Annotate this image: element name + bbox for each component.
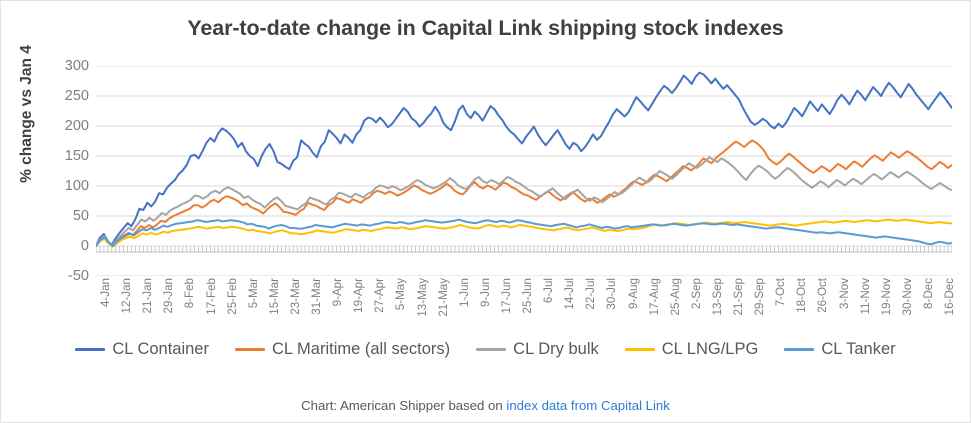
- x-axis-tick-label: 6-Jul: [542, 278, 556, 304]
- x-axis-tick-label: 21-May: [436, 278, 450, 317]
- y-axis-tick-label: -50: [68, 268, 89, 284]
- x-axis-tick-label: 16-Dec: [943, 278, 956, 316]
- plot-svg: [96, 66, 952, 276]
- legend-color-swatch: [476, 347, 507, 352]
- legend-label: CL Container: [112, 340, 209, 358]
- x-axis-tick-label: 21-Jan: [141, 278, 155, 314]
- x-axis-tick-label: 13-May: [415, 278, 429, 317]
- plot-area: 300 250 200 150 100 50 0 -50: [65, 58, 952, 284]
- chart-caption: Chart: American Shipper based on index d…: [0, 398, 971, 413]
- x-axis-tick-label: 17-Jun: [499, 278, 513, 314]
- x-axis-tick-label: 19-Apr: [352, 278, 366, 313]
- x-axis-tick-label: 9-Jun: [478, 278, 492, 308]
- x-axis-tick-label: 31-Mar: [310, 278, 323, 315]
- y-axis-tick-label: 250: [64, 88, 89, 104]
- axis-ticks: [96, 246, 952, 253]
- x-axis-tick-label: 29-Sep: [753, 278, 767, 316]
- series-line: [96, 139, 952, 247]
- y-axis-tick-label: 50: [72, 208, 89, 224]
- x-axis-tick-label: 26-Oct: [816, 278, 830, 313]
- x-axis-tick-label: 5-Mar: [246, 278, 260, 309]
- x-axis-tick-label: 15-Mar: [267, 278, 281, 315]
- x-axis-tick-label: 29-Jan: [162, 278, 176, 314]
- legend-color-swatch: [75, 347, 106, 352]
- x-axis-tick-label: 5-May: [394, 278, 408, 311]
- x-axis-tick-label: 30-Nov: [900, 278, 914, 316]
- x-axis-tick-label: 4-Jan: [99, 278, 112, 308]
- y-axis-tick-label: 300: [64, 58, 89, 74]
- x-axis-tick-label: 3-Nov: [837, 278, 851, 309]
- x-axis-tick-label: 18-Oct: [795, 278, 809, 313]
- x-axis-tick-label: 13-Sep: [710, 278, 724, 316]
- x-axis-tick-label: 2-Sep: [689, 278, 703, 309]
- x-axis-tick-label: 23-Mar: [288, 278, 302, 315]
- series-line: [96, 156, 952, 247]
- legend-item[interactable]: CL Tanker: [784, 340, 896, 359]
- legend-color-swatch: [784, 347, 815, 352]
- legend-item[interactable]: CL LNG/LPG: [624, 340, 759, 359]
- x-axis-labels: 4-Jan 12-Jan 21-Jan 29-Jan 8-Feb 17-Feb 25-Feb…: [96, 278, 956, 334]
- legend-item[interactable]: CL Dry bulk: [476, 340, 599, 359]
- x-axis-tick-label: 12-Jan: [120, 278, 134, 314]
- x-axis-tick-label: 27-Apr: [373, 278, 387, 313]
- x-axis-tick-label: 9-Aug: [626, 278, 640, 309]
- caption-prefix: Chart: American Shipper based on: [301, 398, 507, 413]
- x-axis-tick-label: 8-Feb: [183, 278, 197, 309]
- x-axis-tick-label: 19-Nov: [879, 278, 893, 316]
- legend-item[interactable]: CL Maritime (all sectors): [234, 340, 451, 359]
- x-axis-tick-label: 30-Jul: [605, 278, 619, 310]
- series-line: [96, 218, 952, 247]
- x-axis-tick-label: 7-Oct: [774, 278, 788, 307]
- y-axis-tick-label: 0: [80, 238, 89, 254]
- x-axis-tick-label: 11-Nov: [858, 278, 872, 315]
- legend-color-swatch: [234, 347, 265, 352]
- x-axis-tick-label: 17-Aug: [647, 278, 661, 316]
- y-axis-tick-label: 150: [64, 148, 89, 164]
- series-line: [96, 218, 952, 248]
- x-axis-tick-label: 25-Aug: [668, 278, 682, 316]
- x-axis-tick-label: 22-Jul: [584, 278, 598, 310]
- legend-label: CL Tanker: [821, 340, 896, 358]
- x-axis-tick-label: 1-Jun: [457, 278, 471, 308]
- chart-title: Year-to-date change in Capital Link ship…: [187, 16, 784, 40]
- y-axis-tick-label: 200: [64, 118, 89, 134]
- x-axis-tick-label: 25-Jun: [521, 278, 534, 314]
- caption-source-link[interactable]: index data from Capital Link: [506, 398, 670, 413]
- y-axis-title: % change vs Jan 4: [18, 45, 35, 183]
- legend-color-swatch: [624, 347, 655, 352]
- x-axis-tick-label: 25-Feb: [225, 278, 239, 315]
- x-axis-tick-label: 8-Dec: [921, 278, 935, 309]
- series-lines: [96, 71, 952, 248]
- x-axis-tick-label: 21-Sep: [732, 278, 745, 316]
- series-line: [96, 71, 952, 247]
- y-axis-tick-label: 100: [64, 178, 89, 194]
- legend-label: CL Maritime (all sectors): [271, 340, 451, 358]
- x-axis-tick-label: 14-Jul: [563, 278, 577, 310]
- x-axis-tick-label: 9-Apr: [331, 278, 345, 307]
- legend-item[interactable]: CL Container: [75, 340, 209, 359]
- gridlines: [96, 66, 952, 276]
- x-axis-tick-label: 17-Feb: [204, 278, 218, 315]
- legend-label: CL Dry bulk: [513, 340, 599, 358]
- chart-legend: CL Container CL Maritime (all sectors) CL …: [0, 340, 971, 359]
- legend-label: CL LNG/LPG: [661, 340, 759, 358]
